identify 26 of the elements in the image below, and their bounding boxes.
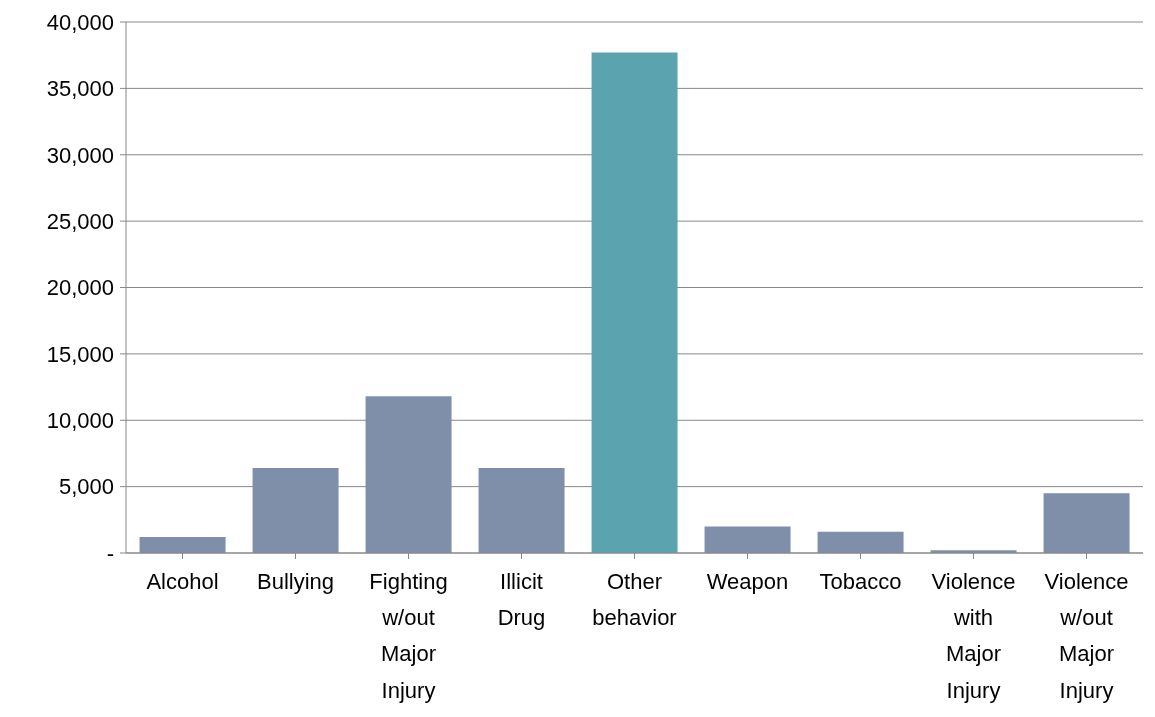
x-tick-label: Alcohol bbox=[146, 568, 219, 594]
x-tick-label: Illicit Drug bbox=[497, 568, 546, 631]
x-tick-label: Other behavior bbox=[592, 568, 677, 631]
bar bbox=[139, 537, 226, 553]
x-tick-label: Weapon bbox=[706, 568, 789, 594]
y-tick-label: 40,000 bbox=[46, 9, 114, 35]
x-tick-label: Violence with Major Injury bbox=[931, 568, 1016, 703]
bar bbox=[704, 526, 791, 553]
y-tick-label: 25,000 bbox=[46, 208, 114, 234]
y-tick-label: 15,000 bbox=[46, 341, 114, 367]
y-tick-label: 35,000 bbox=[46, 76, 114, 102]
x-tick-label: Bullying bbox=[256, 568, 335, 594]
y-tick-label: 30,000 bbox=[46, 142, 114, 168]
y-tick-label: 5,000 bbox=[58, 474, 114, 500]
bar bbox=[478, 468, 565, 553]
y-tick-label: 20,000 bbox=[46, 275, 114, 301]
bar bbox=[252, 468, 339, 553]
x-tick-label: Tobacco bbox=[819, 568, 902, 594]
x-tick-label: Violence w/out Major Injury bbox=[1044, 568, 1129, 703]
bar bbox=[365, 396, 452, 553]
bar bbox=[591, 52, 678, 553]
x-tick-label: Fighting w/out Major Injury bbox=[369, 568, 448, 703]
y-tick-label: - bbox=[106, 540, 114, 566]
y-tick-label: 10,000 bbox=[46, 408, 114, 434]
bar bbox=[817, 531, 904, 553]
bar bbox=[1043, 493, 1130, 553]
